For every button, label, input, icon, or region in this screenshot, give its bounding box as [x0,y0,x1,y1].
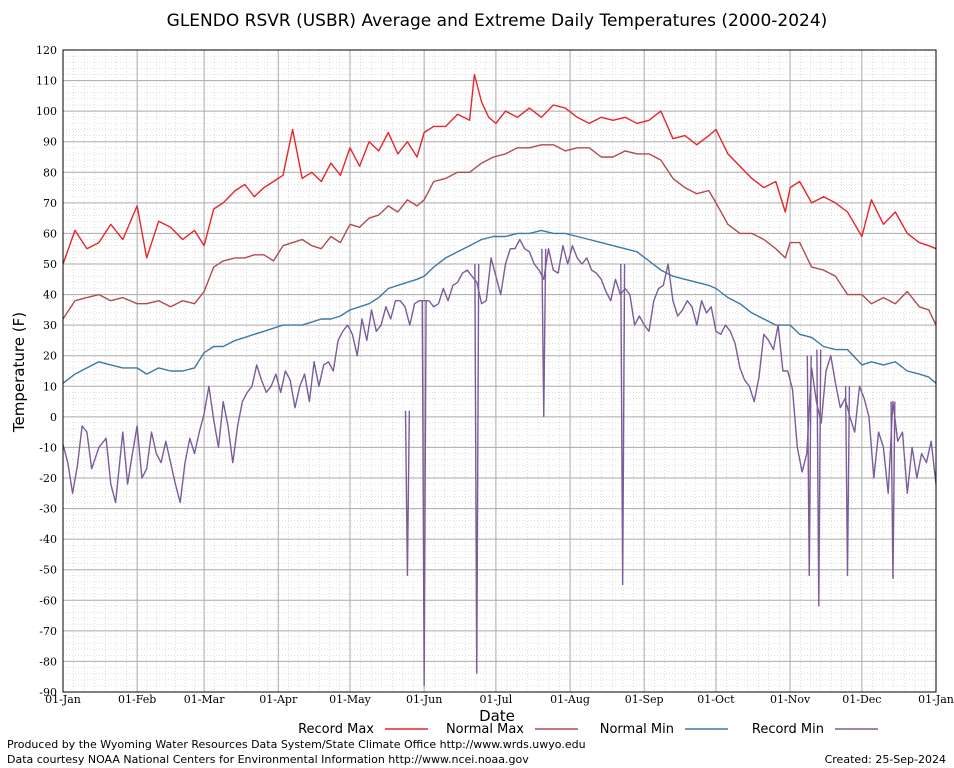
plot-area [62,49,937,693]
x-tick-label: 01-Nov [770,693,811,706]
y-tick-label: -90 [39,686,57,699]
y-tick-label: 40 [43,289,57,302]
record-min-spike [890,401,896,579]
series-line [62,229,937,384]
y-tick-label: -50 [39,564,57,577]
record-min-spike [806,355,812,576]
x-tick-label: 01-Jun [406,693,442,706]
x-tick-label: 01-May [329,693,372,706]
credit-line-2: Data courtesy NOAA National Centers for … [7,753,529,766]
x-tick-label: 01-Jul [480,693,513,706]
credit-line-1: Produced by the Wyoming Water Resources … [7,738,586,751]
series-line [62,73,937,265]
legend-label: Record Max [298,722,374,737]
y-tick-label: 60 [43,227,57,240]
y-tick-label: -40 [39,533,57,546]
record-min-spike [404,410,411,576]
y-tick-label: 110 [36,75,57,88]
legend-label: Normal Max [446,722,524,737]
plot-frame [62,49,937,693]
x-tick-label: 01-Jan [918,693,954,706]
x-tick-label: 01-Feb [118,693,156,706]
x-tick-label: 01-Aug [550,693,590,706]
chart-title: GLENDO RSVR (USBR) Average and Extreme D… [167,11,828,31]
y-axis-ticks: 1201101009080706050403020100-10-20-30-40… [36,44,57,699]
x-tick-label: 01-Dec [842,693,881,706]
y-tick-label: 30 [43,319,57,332]
y-tick-label: 100 [36,105,57,118]
record-min-spike [474,263,480,674]
y-tick-label: 120 [36,44,57,57]
record-min-spike [816,349,822,607]
x-axis-ticks: 01-Jan 01-Feb 01-Mar 01-Apr 01-May 01-Jun 01-J… [45,693,954,706]
y-tick-label: 10 [43,380,57,393]
series-lines [62,73,937,686]
y-tick-label: -80 [39,655,57,668]
y-tick-label: 70 [43,197,57,210]
legend: Record Max Normal Max Normal Min Record Min [298,722,878,737]
x-axis-label: Date [479,707,515,725]
record-min-spike [844,386,851,576]
y-tick-label: 20 [43,350,57,363]
y-axis-label: Temperature (F) [10,312,28,433]
y-tick-label: -10 [39,441,57,454]
y-tick-label: -60 [39,594,57,607]
x-tick-label: 01-Jan [45,693,81,706]
y-tick-label: 90 [43,136,57,149]
created-date: Created: 25-Sep-2024 [824,753,946,766]
legend-label: Record Min [752,722,824,737]
minor-grid [63,50,936,692]
x-tick-label: 01-Mar [184,693,226,706]
y-tick-label: 80 [43,166,57,179]
record-min-spike [421,300,427,686]
x-tick-label: 01-Oct [697,693,735,706]
record-min-spike [620,263,626,586]
series-line [62,144,937,326]
record-min-spike [541,248,547,417]
y-tick-label: -20 [39,472,57,485]
y-tick-label: -70 [39,625,57,638]
y-tick-label: 0 [50,411,57,424]
y-tick-label: 50 [43,258,57,271]
y-tick-label: -30 [39,503,57,516]
legend-label: Normal Min [600,722,674,737]
series-line [62,238,937,504]
x-tick-label: 01-Apr [259,693,298,706]
x-tick-label: 01-Sep [625,693,664,706]
